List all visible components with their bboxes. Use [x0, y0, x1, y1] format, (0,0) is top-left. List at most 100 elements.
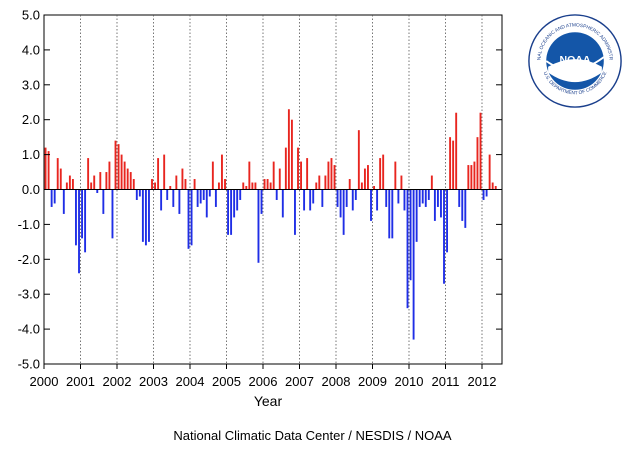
- y-tick-label: 0.0: [22, 182, 40, 197]
- data-bar: [269, 182, 272, 190]
- data-bar: [297, 147, 299, 190]
- x-tick-label: 2003: [139, 374, 168, 389]
- data-bar: [81, 189, 83, 239]
- data-bar: [184, 179, 187, 190]
- data-bar: [99, 172, 102, 190]
- data-bar: [175, 175, 178, 190]
- data-bar: [78, 189, 80, 274]
- data-bar: [108, 161, 111, 190]
- data-bar: [440, 189, 442, 218]
- data-bar: [111, 189, 114, 239]
- data-bar: [44, 147, 47, 190]
- data-bar: [260, 189, 263, 214]
- data-bar: [96, 189, 99, 193]
- x-tick-label: 2012: [468, 374, 497, 389]
- data-bar: [455, 112, 458, 190]
- data-bar: [306, 158, 309, 190]
- data-bar: [318, 175, 321, 190]
- data-bar: [172, 189, 175, 207]
- data-bar: [485, 189, 488, 197]
- data-bar: [87, 158, 90, 190]
- data-bar: [464, 189, 467, 228]
- data-bar: [470, 165, 473, 190]
- data-bar: [321, 189, 324, 207]
- data-bar: [90, 182, 93, 190]
- data-bar: [494, 186, 497, 190]
- data-bar: [208, 189, 211, 197]
- data-bar: [436, 189, 439, 207]
- data-bar: [403, 189, 406, 211]
- data-bar: [290, 119, 293, 190]
- data-bar: [193, 179, 196, 190]
- data-bar: [242, 182, 245, 190]
- data-bar: [71, 179, 74, 190]
- y-tick-label: -4.0: [18, 322, 40, 337]
- x-axis-title: Year: [254, 393, 283, 409]
- data-bar: [391, 189, 394, 239]
- data-bar: [476, 137, 479, 190]
- data-bar: [427, 189, 430, 200]
- data-bar: [132, 179, 135, 190]
- data-bar: [202, 189, 205, 200]
- data-bar: [491, 182, 494, 190]
- data-bar: [245, 186, 248, 190]
- data-bar: [114, 140, 117, 190]
- data-bar: [415, 189, 418, 242]
- data-bar: [409, 189, 412, 281]
- data-bar: [367, 165, 369, 190]
- data-bar: [144, 189, 147, 246]
- x-tick-label: 2004: [176, 374, 205, 389]
- data-bar: [278, 168, 281, 190]
- data-bar: [354, 189, 357, 200]
- x-tick-label: 2005: [212, 374, 241, 389]
- data-bar: [382, 154, 385, 190]
- data-bar: [309, 189, 312, 211]
- data-bar: [373, 186, 375, 190]
- data-bar: [214, 189, 217, 207]
- data-bar: [315, 182, 318, 190]
- data-bar: [205, 189, 208, 218]
- data-bar: [68, 175, 71, 190]
- data-bar: [62, 189, 65, 214]
- x-tick-label: 2009: [358, 374, 387, 389]
- data-bar: [324, 175, 327, 190]
- data-bar: [281, 189, 284, 218]
- y-tick-label: 3.0: [22, 77, 40, 92]
- data-bar: [120, 154, 123, 190]
- data-bar: [443, 189, 445, 284]
- data-bar: [105, 172, 108, 190]
- data-bar: [53, 189, 56, 204]
- data-bar: [418, 189, 421, 207]
- data-bar: [148, 189, 150, 242]
- data-bar: [482, 189, 485, 200]
- credit-line: National Climatic Data Center / NESDIS /…: [173, 428, 452, 443]
- data-bar: [56, 158, 59, 190]
- data-bar: [141, 189, 144, 242]
- logo-label: NOAA: [559, 54, 590, 66]
- data-bar: [251, 182, 254, 190]
- data-bar: [357, 130, 360, 190]
- data-bar: [102, 189, 105, 214]
- data-bar: [75, 189, 77, 246]
- data-bar: [424, 189, 427, 207]
- x-tick-label: 2011: [432, 374, 460, 389]
- data-bar: [294, 189, 296, 235]
- data-bar: [93, 175, 96, 190]
- data-bar: [221, 154, 223, 190]
- data-bar: [327, 161, 330, 190]
- data-bar: [449, 137, 452, 190]
- data-bar: [330, 158, 333, 190]
- data-bar: [351, 189, 354, 211]
- data-bar: [196, 189, 199, 207]
- data-bar: [248, 161, 251, 190]
- data-bar: [488, 154, 491, 190]
- y-tick-label: -2.0: [18, 252, 40, 267]
- data-bar: [129, 172, 132, 190]
- data-bar: [348, 179, 351, 190]
- data-bar: [363, 168, 366, 190]
- data-bar: [65, 182, 68, 190]
- x-tick-label: 2002: [103, 374, 132, 389]
- data-bar: [272, 161, 275, 190]
- data-bar: [397, 189, 400, 204]
- data-bar: [406, 189, 409, 309]
